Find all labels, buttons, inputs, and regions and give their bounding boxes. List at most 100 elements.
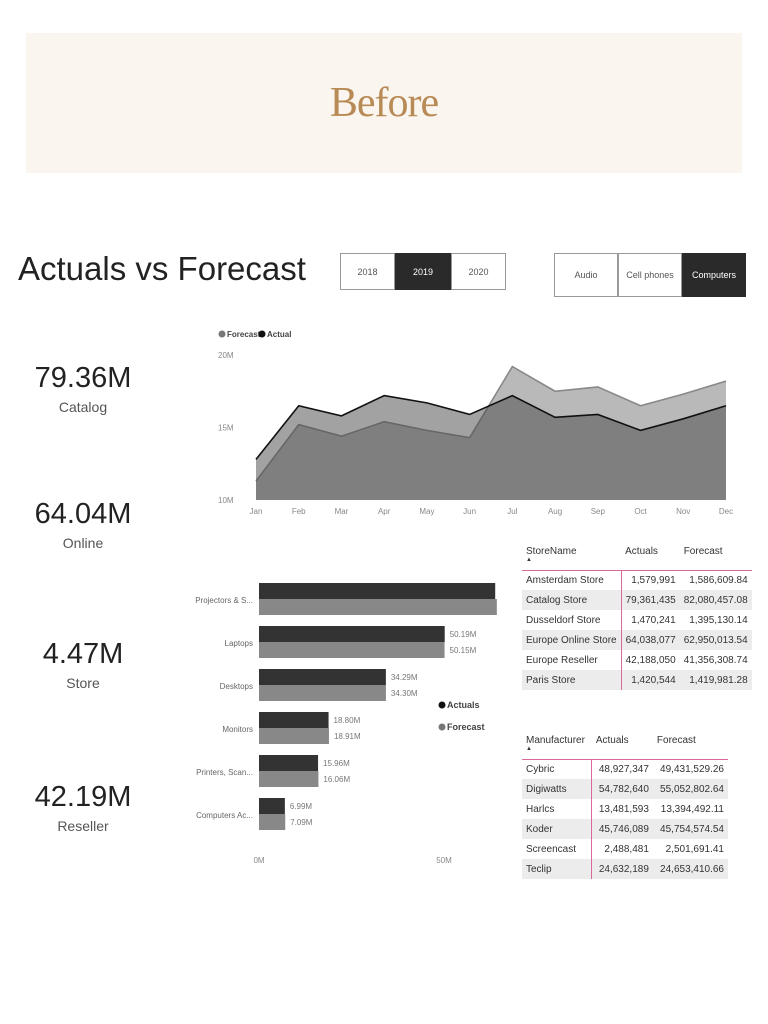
forecast-cell: 82,080,457.08	[679, 590, 752, 610]
table-row[interactable]: Koder 45,746,089 45,754,574.54	[522, 819, 728, 839]
x-tick-label: Feb	[292, 507, 306, 516]
table-row[interactable]: Teclip 24,632,189 24,653,410.66	[522, 859, 728, 879]
year-slicer: 2018 2019 2020	[340, 253, 506, 290]
y-tick-label: 20M	[218, 351, 234, 360]
kpi-online: 64.04M Online	[20, 498, 146, 551]
table-row[interactable]: Paris Store 1,420,544 1,419,981.28	[522, 670, 752, 690]
x-tick-label: Aug	[548, 507, 562, 516]
legend-actuals-label: Actuals	[447, 700, 480, 710]
table-row[interactable]: Harlcs 13,481,593 13,394,492.11	[522, 799, 728, 819]
data-label: 15.96M	[323, 759, 350, 768]
row-name: Amsterdam Store	[522, 570, 622, 590]
x-tick-label: Jan	[250, 507, 263, 516]
column-header-forecast[interactable]: Forecast	[652, 731, 728, 760]
actuals-cell: 42,188,050	[625, 654, 676, 666]
data-label: 34.29M	[391, 673, 418, 682]
data-label: 6.99M	[290, 802, 313, 811]
column-header-manufacturer[interactable]: Manufacturer ▲	[522, 731, 592, 760]
kpi-reseller: 42.19M Reseller	[20, 781, 146, 834]
data-label: 18.80M	[334, 716, 361, 725]
x-tick-label: May	[419, 507, 434, 516]
legend-forecast-label: Forecast	[227, 330, 261, 339]
legend-forecast-icon	[438, 723, 446, 731]
x-tick-label: Oct	[634, 507, 647, 516]
actuals-cell: 54,782,640	[591, 779, 653, 799]
sort-ascending-icon: ▲	[526, 557, 532, 563]
category-label: Laptops	[225, 639, 253, 648]
table-row[interactable]: Digiwatts 54,782,640 55,052,802.64	[522, 779, 728, 799]
data-label: 50.15M	[450, 646, 477, 655]
kpi-label: Store	[66, 675, 100, 691]
year-option-2020[interactable]: 2020	[451, 253, 506, 290]
table-row[interactable]: Amsterdam Store 1,579,991 1,586,609.84	[522, 570, 752, 590]
kpi-value: 64.04M	[34, 498, 132, 530]
category-option-audio[interactable]: Audio	[554, 253, 618, 297]
year-option-2018[interactable]: 2018	[340, 253, 395, 290]
bar-actuals	[259, 798, 285, 814]
forecast-cell: 49,431,529.26	[660, 763, 724, 775]
table-row[interactable]: Dusseldorf Store 1,470,241 1,395,130.14	[522, 610, 752, 630]
forecast-cell: 1,586,609.84	[689, 574, 748, 586]
bar-forecast	[259, 685, 386, 701]
actuals-cell: 45,746,089	[591, 819, 653, 839]
forecast-cell: 62,950,013.54	[679, 630, 752, 650]
year-option-2019[interactable]: 2019	[395, 253, 451, 290]
bar-actuals	[259, 669, 386, 685]
y-tick-label: 15M	[218, 424, 234, 433]
row-name: Catalog Store	[522, 590, 622, 610]
row-name: Dusseldorf Store	[522, 610, 622, 630]
sort-ascending-icon: ▲	[526, 746, 532, 752]
bar-forecast	[259, 771, 319, 787]
x-tick-label: Dec	[719, 507, 733, 516]
x-tick-label: Jun	[463, 507, 476, 516]
actuals-cell: 24,632,189	[591, 859, 653, 879]
row-name: Harlcs	[522, 799, 593, 819]
bar-forecast	[259, 728, 329, 744]
bar-chart: Projectors & S...63.84M64.28MLaptops50.1…	[195, 583, 497, 865]
column-header-actuals[interactable]: Actuals	[591, 731, 653, 760]
category-label: Monitors	[222, 725, 253, 734]
table-row[interactable]: Screencast 2,488,481 2,501,691.41	[522, 839, 728, 859]
category-label: Computers Ac...	[196, 811, 253, 820]
actuals-cell: 64,038,077	[621, 630, 680, 650]
legend-forecast-label: Forecast	[447, 722, 485, 732]
actuals-cell: 2,488,481	[604, 843, 649, 855]
table-row[interactable]: Cybric 48,927,347 49,431,529.26	[522, 759, 728, 779]
forecast-cell: 24,653,410.66	[652, 859, 728, 879]
actuals-cell: 1,420,544	[621, 670, 680, 690]
x-tick-label: Mar	[335, 507, 349, 516]
category-slicer: Audio Cell phones Computers	[554, 253, 746, 297]
x-tick-label: Nov	[676, 507, 690, 516]
category-option-computers[interactable]: Computers	[682, 253, 746, 297]
bar-forecast	[259, 642, 445, 658]
kpi-store: 4.47M Store	[20, 638, 146, 691]
x-tick-label: 50M	[436, 856, 452, 865]
bar-actuals	[259, 755, 319, 771]
y-tick-label: 10M	[218, 496, 234, 505]
kpi-label: Catalog	[58, 399, 108, 415]
table-row[interactable]: Catalog Store 79,361,435 82,080,457.08	[522, 590, 752, 610]
row-name: Koder	[522, 819, 593, 839]
column-header-storename[interactable]: StoreName ▲	[522, 542, 622, 571]
category-label: Desktops	[220, 682, 253, 691]
kpi-value: 4.47M	[42, 638, 124, 670]
column-header-forecast[interactable]: Forecast	[679, 542, 752, 571]
category-option-cell-phones[interactable]: Cell phones	[618, 253, 682, 297]
x-tick-label: Apr	[378, 507, 391, 516]
forecast-cell: 41,356,308.74	[683, 654, 748, 666]
banner-text: Before	[329, 80, 439, 126]
legend-actual-label: Actual	[267, 330, 291, 339]
data-label: 16.06M	[323, 775, 350, 784]
data-label: 7.09M	[290, 818, 313, 827]
line-actual	[255, 394, 727, 460]
forecast-cell: 2,501,691.41	[665, 843, 724, 855]
table-row[interactable]: Europe Online Store 64,038,077 62,950,013.…	[522, 630, 752, 650]
table-row[interactable]: Europe Reseller 42,188,050 41,356,308.74	[522, 650, 752, 670]
category-label: Printers, Scan...	[196, 768, 253, 777]
kpi-label: Reseller	[57, 818, 109, 834]
x-tick-label: Sep	[591, 507, 606, 516]
kpi-catalog: 79.36M Catalog	[20, 362, 146, 415]
forecast-cell: 45,754,574.54	[652, 819, 728, 839]
column-header-actuals[interactable]: Actuals	[621, 542, 680, 571]
data-label: 18.91M	[334, 732, 361, 741]
